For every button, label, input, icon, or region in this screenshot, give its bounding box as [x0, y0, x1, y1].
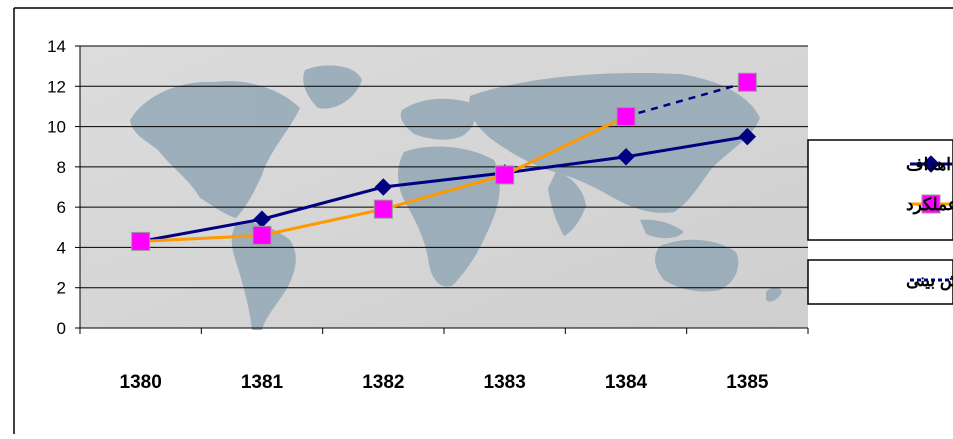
world-map-background [130, 65, 782, 330]
legend-marker-0 [922, 155, 940, 173]
y-tick-label: 6 [57, 198, 66, 217]
data-point-1 [373, 199, 393, 219]
y-tick-label: 2 [57, 279, 66, 298]
legend-box-forecast [807, 259, 953, 305]
series-line-0 [140, 135, 748, 243]
x-tick-label: 1380 [120, 372, 162, 393]
series [131, 72, 757, 251]
y-tick-label: 12 [47, 77, 66, 96]
data-point-2 [737, 72, 757, 92]
legend-box [807, 139, 953, 241]
x-tick-label: 1381 [241, 372, 284, 393]
x-tick-label: 1384 [605, 372, 648, 393]
series-line-2 [625, 81, 748, 118]
data-point-1 [131, 231, 151, 251]
y-tick-label: 14 [47, 37, 66, 56]
legend-marker-1 [921, 194, 941, 214]
data-point-0 [617, 148, 635, 166]
y-tick-label: 8 [57, 158, 66, 177]
gridlines [80, 45, 808, 289]
legend-label-0: اهداف [906, 155, 951, 174]
legend-label-1: عملکرد [906, 195, 953, 215]
y-tick-label: 0 [57, 319, 66, 338]
legend: اهداف عملکرد پیش بینی [807, 139, 953, 305]
y-tick-label: 10 [47, 118, 66, 137]
data-point-1 [252, 225, 272, 245]
data-point-2 [616, 107, 636, 126]
axes [75, 45, 809, 334]
x-tick-label: 1382 [362, 372, 404, 393]
x-tick-labels: 1380 1381 1382 1383 1384 1385 [120, 372, 769, 393]
data-point-1 [495, 165, 515, 185]
x-tick-label: 1385 [726, 372, 769, 393]
x-tick-label: 1383 [484, 372, 526, 393]
y-tick-label: 4 [57, 238, 66, 257]
y-tick-labels: 0 2 4 6 8 10 12 14 [47, 37, 66, 338]
legend-label-2: پیش بینی [906, 271, 953, 291]
data-point-0 [374, 178, 393, 196]
data-point-0 [738, 127, 757, 146]
